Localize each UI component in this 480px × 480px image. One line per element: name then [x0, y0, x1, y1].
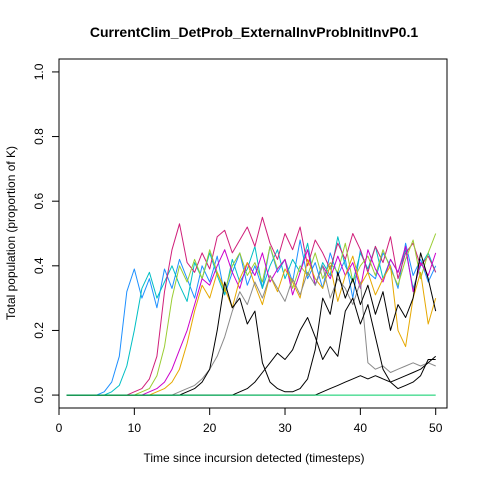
y-tick-label-2: 0.4 [32, 257, 46, 274]
series-line-1 [66, 239, 437, 396]
x-tick-label-0: 0 [56, 421, 63, 435]
y-tick-label-0: 0.0 [32, 386, 46, 403]
chart-title: CurrentClim_DetProb_ExternalInvProbInitI… [90, 24, 419, 40]
series-line-3 [66, 216, 437, 396]
x-tick-label-40: 40 [354, 421, 368, 435]
y-tick-label-4: 0.8 [32, 128, 46, 145]
x-tick-label-10: 10 [128, 421, 142, 435]
x-tick-label-30: 30 [278, 421, 292, 435]
x-tick-label-50: 50 [429, 421, 443, 435]
plot-area [58, 58, 448, 409]
x-axis-label: Time since incursion detected (timesteps… [144, 451, 365, 465]
y-tick-label-5: 1.0 [32, 63, 46, 80]
y-axis: 0.0 0.2 0.4 0.6 0.8 1.0 [32, 63, 60, 403]
series-line-9 [66, 297, 436, 396]
series-line-10 [66, 355, 437, 396]
y-tick-label-3: 0.6 [32, 193, 46, 210]
x-axis: 0 10 20 30 40 50 [56, 407, 443, 435]
y-axis-label: Total population (proportion of K) [4, 146, 18, 320]
y-tick-label-1: 0.2 [32, 322, 46, 339]
plot-frame [58, 58, 448, 409]
x-tick-label-20: 20 [203, 421, 217, 435]
series-group [66, 216, 437, 396]
